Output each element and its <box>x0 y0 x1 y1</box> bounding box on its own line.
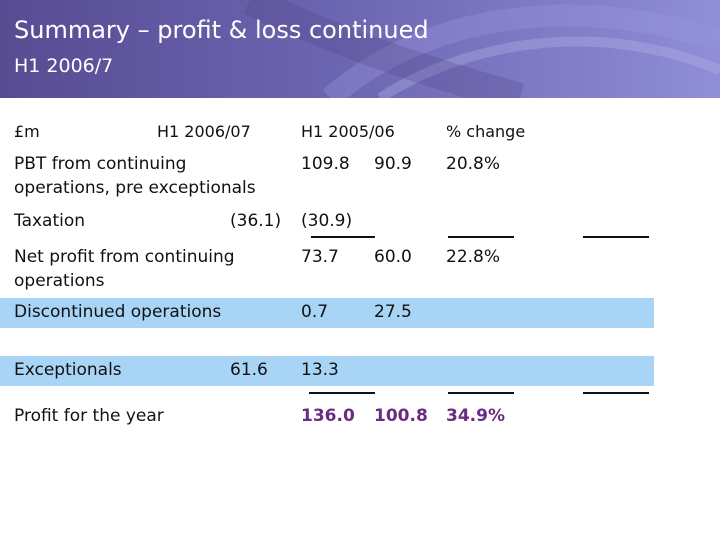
row-label-discontinued: Discontinued operations <box>14 302 222 322</box>
total-rule <box>309 392 375 394</box>
row-label-net-profit-line1: Net profit from continuing <box>14 247 235 267</box>
profit-h1-2005-06: 100.8 <box>374 406 428 426</box>
discontinued-h1-2005-06: 27.5 <box>374 302 412 322</box>
row-label-net-profit-line2: operations <box>14 271 105 291</box>
total-rule <box>583 392 649 394</box>
row-label-profit-for-year: Profit for the year <box>14 406 164 426</box>
discontinued-h1-2006-07: 0.7 <box>301 302 329 322</box>
title-banner: Summary – profit & loss continued H1 200… <box>0 0 720 98</box>
column-header-change: % change <box>446 122 526 141</box>
exceptionals-h1-2005-06: 13.3 <box>301 360 339 380</box>
total-rule <box>448 392 514 394</box>
profit-change: 34.9% <box>446 406 505 426</box>
taxation-h1-2006-07: (36.1) <box>230 211 282 231</box>
row-label-exceptionals: Exceptionals <box>14 360 122 380</box>
net-profit-h1-2005-06: 60.0 <box>374 247 412 267</box>
net-profit-h1-2006-07: 73.7 <box>301 247 339 267</box>
slide-title: Summary – profit & loss continued <box>14 16 429 44</box>
pbt-h1-2005-06: 90.9 <box>374 154 412 174</box>
pbt-change: 20.8% <box>446 154 501 174</box>
banner-swirl-graphic <box>243 0 720 98</box>
net-profit-change: 22.8% <box>446 247 501 267</box>
column-header-currency: £m <box>14 122 40 141</box>
highlight-band-discontinued <box>0 298 654 328</box>
row-label-pbt-line2: operations, pre exceptionals <box>14 178 256 198</box>
row-label-taxation: Taxation <box>14 211 86 231</box>
profit-h1-2006-07: 136.0 <box>301 406 355 426</box>
subtotal-rule <box>583 236 649 238</box>
column-header-h1-2005-06: H1 2005/06 <box>301 122 395 141</box>
slide-subtitle: H1 2006/7 <box>14 55 114 77</box>
exceptionals-h1-2006-07: 61.6 <box>230 360 268 380</box>
row-label-pbt-line1: PBT from continuing <box>14 154 187 174</box>
column-header-h1-2006-07: H1 2006/07 <box>157 122 251 141</box>
subtotal-rule <box>448 236 514 238</box>
subtotal-rule <box>311 236 375 238</box>
taxation-h1-2005-06: (30.9) <box>301 211 353 231</box>
pbt-h1-2006-07: 109.8 <box>301 154 350 174</box>
highlight-band-exceptionals <box>0 356 654 386</box>
